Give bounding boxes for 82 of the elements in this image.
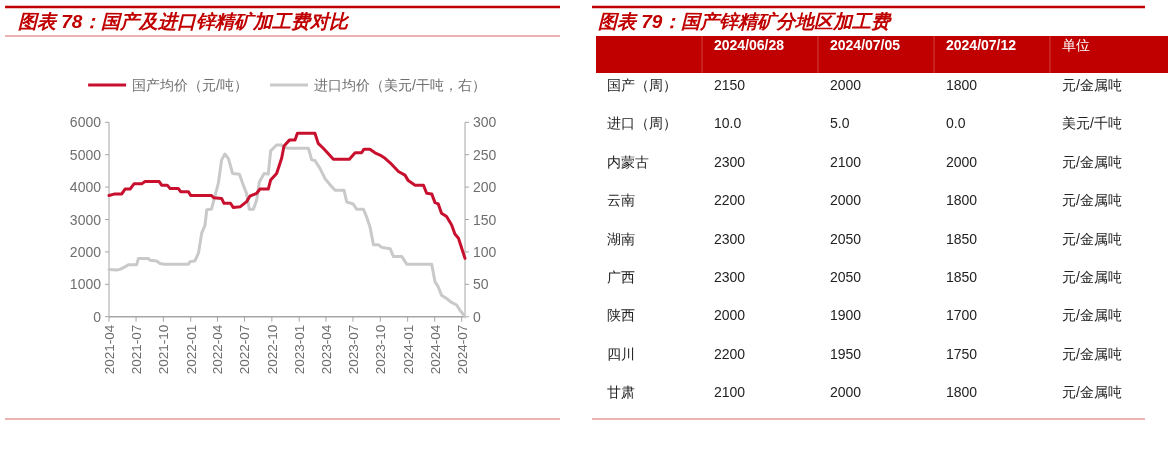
text: 2050: [830, 230, 862, 247]
text: 2000: [946, 153, 978, 170]
y2-tick-label: 50: [473, 276, 489, 293]
x-tick-label: 2024-01: [400, 324, 416, 375]
chart-title: 图表 78：国产及进口锌精矿加工费对比: [18, 11, 351, 32]
text: 2300: [714, 153, 746, 170]
text: 1800: [946, 192, 978, 209]
y2-tick-label: 0: [473, 308, 481, 325]
y-tick-label: 3000: [69, 211, 102, 228]
text: 元/金属吨: [1062, 77, 1122, 93]
category-label: 单位: [1062, 37, 1090, 53]
y-tick-label: 5000: [69, 146, 102, 163]
text: 1850: [946, 269, 978, 285]
text: 1900: [830, 307, 862, 324]
text: 2050: [830, 269, 862, 285]
category-label: 2024/07/05: [830, 37, 901, 53]
text: 10.0: [714, 115, 742, 132]
y-tick-label: 1000: [69, 276, 102, 293]
text: 元/金属吨: [1062, 192, 1122, 209]
legend-label: 进口均价（美元/干吨，右）: [314, 77, 486, 93]
text: 2000: [714, 307, 746, 324]
legend-label: 国产均价（元/吨）: [132, 77, 248, 93]
text: 2000: [830, 192, 862, 209]
text: 5.0: [830, 115, 850, 132]
y2-tick-label: 150: [473, 211, 497, 228]
text: 元/金属吨: [1062, 269, 1122, 285]
text: 2200: [714, 345, 746, 362]
text: 0.0: [946, 115, 966, 132]
text: 元/金属吨: [1062, 384, 1122, 401]
y-tick-label: 6000: [69, 114, 102, 131]
x-tick-label: 2022-04: [210, 324, 226, 375]
category-label: 陕西: [607, 307, 635, 324]
category-label: 进口（周）: [607, 115, 677, 132]
x-tick-label: 2021-07: [129, 324, 145, 375]
text: 1850: [946, 230, 978, 247]
line-series: [107, 131, 467, 260]
text: 1750: [946, 345, 978, 362]
category-label: 湖南: [607, 230, 635, 247]
category-label: 国产（周）: [607, 77, 677, 93]
x-tick-label: 2023-10: [373, 324, 389, 375]
text: 1800: [946, 77, 978, 93]
x-tick-label: 2022-10: [264, 324, 280, 375]
text: 2200: [714, 192, 746, 209]
text: 2000: [830, 77, 862, 93]
y2-tick-label: 200: [473, 179, 497, 196]
text: 元/金属吨: [1062, 345, 1122, 362]
text: 2100: [714, 384, 746, 401]
y2-tick-label: 250: [473, 146, 497, 163]
text: 1700: [946, 307, 978, 324]
text: 元/金属吨: [1062, 307, 1122, 324]
category-label: 2024/07/12: [946, 37, 1017, 53]
y-tick-label: 4000: [69, 179, 102, 196]
x-tick-label: 2021-04: [102, 324, 117, 375]
text: 2100: [830, 153, 862, 170]
y-tick-label: 2000: [69, 243, 102, 260]
y2-tick-label: 100: [473, 243, 497, 260]
x-tick-label: 2023-04: [318, 324, 334, 375]
x-tick-label: 2023-07: [345, 324, 361, 375]
text: 2150: [714, 77, 746, 93]
text: 元/金属吨: [1062, 153, 1122, 170]
x-tick-label: 2023-01: [292, 324, 308, 375]
text: 2300: [714, 269, 746, 285]
category-label: 云南: [607, 192, 635, 209]
text: 元/金属吨: [1062, 230, 1122, 247]
x-tick-label: 2022-01: [183, 324, 199, 375]
x-tick-label: 2024-07: [454, 324, 470, 375]
category-label: 甘肃: [607, 384, 635, 401]
x-tick-label: 2021-10: [156, 324, 172, 375]
text: 2000: [830, 384, 862, 401]
category-label: 广西: [607, 269, 635, 285]
category-label: 内蒙古: [607, 153, 649, 170]
category-label: 四川: [607, 345, 635, 362]
text: 美元/千吨: [1062, 115, 1122, 132]
text: 1950: [830, 345, 862, 362]
x-tick-label: 2022-07: [237, 324, 253, 375]
text: 2300: [714, 230, 746, 247]
y2-tick-label: 300: [473, 114, 497, 131]
x-tick-label: 2024-04: [427, 324, 443, 375]
text: 1800: [946, 384, 978, 401]
y-tick-label: 0: [93, 308, 102, 325]
category-label: 2024/06/28: [714, 37, 785, 53]
text: 图表 79：国产锌精矿分地区加工费: [598, 11, 893, 32]
